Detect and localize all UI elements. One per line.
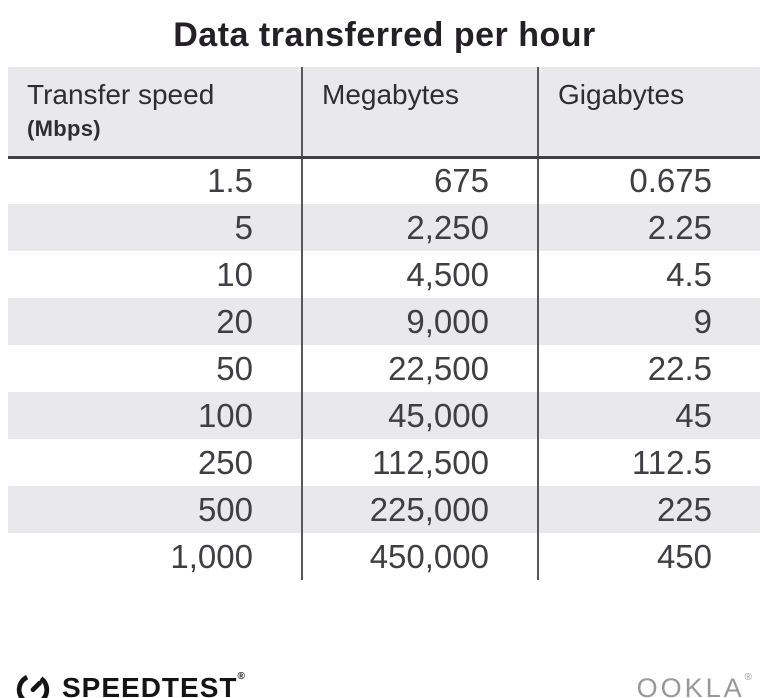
cell-speed: 20: [8, 298, 302, 345]
cell-gigabytes: 45: [537, 392, 760, 439]
cell-gigabytes: 0.675: [537, 157, 760, 204]
table-row: 250 112,500 112.5: [8, 439, 760, 486]
header-transfer-speed: Transfer speed (Mbps): [8, 67, 302, 159]
cell-megabytes: 450,000: [301, 533, 538, 580]
cell-megabytes: 9,000: [301, 298, 538, 345]
table-row: 1.5 675 0.675: [8, 157, 760, 204]
table-row: 500 225,000 225: [8, 486, 760, 533]
header-transfer-speed-label: Transfer speed: [27, 79, 215, 110]
table-row: 100 45,000 45: [8, 392, 760, 439]
cell-megabytes: 45,000: [301, 392, 538, 439]
cell-megabytes: 225,000: [301, 486, 538, 533]
speedtest-wordmark-text: SPEEDTEST: [62, 672, 238, 698]
cell-megabytes: 4,500: [301, 251, 538, 298]
page-title: Data transferred per hour: [173, 16, 596, 54]
cell-speed: 1,000: [170, 537, 253, 575]
cell-gigabytes: 225: [537, 486, 760, 533]
speedtest-gauge-icon: [16, 675, 50, 698]
cell-gigabytes: 2.25: [537, 204, 760, 251]
registered-mark-icon: ®: [744, 671, 755, 683]
header-megabytes: Megabytes: [301, 67, 538, 159]
cell-gigabytes: 22.5: [537, 345, 760, 392]
table-row: 10 4,500 4.5: [8, 251, 760, 298]
table-row: 20 9,000 9: [8, 298, 760, 345]
speedtest-wordmark: SPEEDTEST®: [62, 672, 246, 698]
table-row: 5 2,250 2.25: [8, 204, 760, 251]
ookla-logo: OOKLA®: [636, 671, 755, 698]
cell-speed: 10: [216, 255, 253, 293]
registered-mark-icon: ®: [237, 671, 246, 682]
table-row: 1,000 450,000 450: [8, 533, 760, 580]
cell-speed: 50: [216, 349, 253, 387]
table-row: 50 22,500 22.5: [8, 345, 760, 392]
cell-gigabytes: 450: [537, 533, 760, 580]
cell-megabytes: 2,250: [301, 204, 538, 251]
cell-gigabytes: 9: [537, 298, 760, 345]
cell-speed: 1.5: [207, 162, 253, 200]
speedtest-logo: SPEEDTEST®: [14, 669, 246, 698]
cell-speed: 250: [197, 443, 253, 481]
cell-speed: 100: [8, 392, 302, 439]
data-table: Transfer speed (Mbps) Megabytes Gigabyte…: [8, 67, 760, 580]
ookla-wordmark-text: OOKLA: [636, 672, 745, 698]
cell-gigabytes: 4.5: [537, 251, 760, 298]
cell-speed: 500: [8, 486, 302, 533]
cell-speed: 5: [8, 204, 302, 251]
cell-megabytes: 22,500: [301, 345, 538, 392]
footer: SPEEDTEST® OOKLA®: [0, 662, 769, 698]
header-mbps-label: (Mbps): [27, 116, 101, 141]
cell-megabytes: 675: [301, 157, 538, 204]
header-gigabytes: Gigabytes: [537, 67, 760, 159]
cell-megabytes: 112,500: [301, 439, 538, 486]
cell-gigabytes: 112.5: [537, 439, 760, 486]
header-row: Transfer speed (Mbps) Megabytes Gigabyte…: [8, 67, 760, 159]
